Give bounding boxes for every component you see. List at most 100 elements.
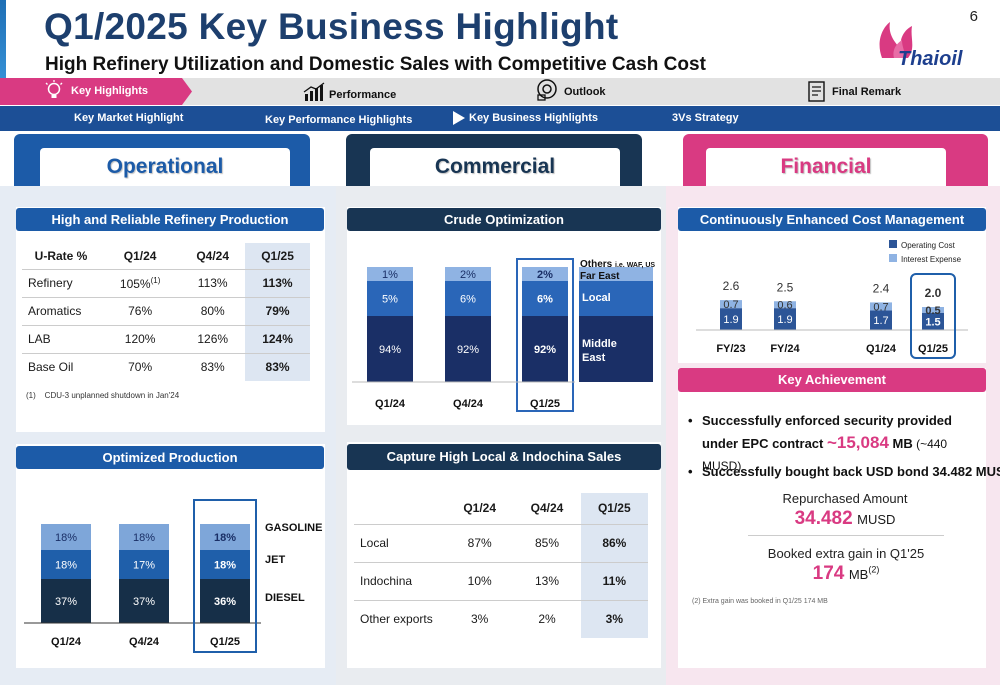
legend-bar-middle-east [579,316,653,382]
page-title: Q1/2025 Key Business Highlight [44,6,619,47]
cost-bar-interest [922,307,944,313]
cost-data-label-interest: 0.7 [723,299,738,311]
row-value: 13% [534,574,559,588]
tab-operational: Operational [40,148,290,186]
epc-unit: MB [888,436,913,451]
legend-diesel: DIESEL [265,592,305,604]
crude-data-label: 6% [537,294,553,306]
table-row: Indochina 10% 13% 11% [354,562,648,600]
row-value: 83% [200,360,225,375]
refinery-footnote: (1) CDU-3 unplanned shutdown in Jan'24 [26,391,179,400]
cost-bar-interest [774,301,796,309]
bar-chart-icon [303,82,325,101]
production-bar-diesel [119,579,169,623]
row-value-highlight: 86% [580,524,648,562]
highlight-box-q1-25 [193,499,257,653]
cost-data-label-operating: 1.9 [723,314,738,326]
table-row: Local 87% 85% 86% [354,524,648,562]
production-data-label: 18% [133,532,155,544]
legend-others-note: i.e. WAF, US [615,262,656,269]
row-value: 120% [124,332,156,346]
row-value-highlight: 11% [580,562,648,600]
row-value: 85% [534,536,559,550]
crude-bar-local [522,281,568,316]
crude-data-label: 2% [537,269,553,281]
cost-bar-operating [870,310,892,330]
row-value-highlight: 3% [580,600,648,638]
crude-data-label: 92% [534,344,556,356]
achievement-bullet-2: • Successfully bought back USD bond 34.4… [688,464,1000,479]
crude-data-label: 6% [460,294,476,306]
row-name: Aromatics [28,304,82,318]
cost-data-label-interest: 0.7 [873,301,888,313]
binoculars-icon [537,79,557,101]
cost-x-tick-label: Q1/24 [866,343,897,355]
footnote-text: CDU-3 unplanned shutdown in Jan'24 [44,391,180,400]
nav-outlook[interactable]: Outlook [564,86,606,98]
main-nav-active-tab[interactable] [0,78,192,105]
table-row: LAB 120% 126% 124% [22,325,310,353]
sales-table: Q1/24 Q4/24 Q1/25 Local 87% 85% 86% Indo… [354,493,648,638]
row-name: LAB [28,332,51,346]
cost-x-tick-label: Q1/25 [918,343,948,355]
row-value-highlight: 124% [245,325,310,353]
production-data-label: 37% [55,596,77,608]
legend-bar-local [579,281,653,316]
repurchased-unit: MUSD [857,512,896,527]
epc-amount: ~15,084 [826,433,889,452]
repurchased-label: Repurchased Amount [782,491,908,506]
subnav-key-business-highlights[interactable]: Key Business Highlights [469,112,598,124]
nav-final-remark[interactable]: Final Remark [832,86,902,98]
legend-item: Interest Expense [889,253,961,267]
subnav-key-performance-highlights[interactable]: Key Performance Highlights [265,114,413,126]
crude-data-label: 92% [457,344,479,356]
logo-text: Thaioil [898,48,963,70]
crude-bar-others-far-east [367,267,413,281]
crude-data-label: 1% [382,269,398,281]
table-row: Refinery 105%(1) 113% 113% [22,269,310,297]
legend-swatch [889,240,897,248]
achievement-footnote: (2) Extra gain was booked in Q1/25 174 M… [692,598,828,605]
production-section-title: Optimized Production [16,446,324,469]
crude-x-tick-label: Q4/24 [453,398,484,410]
gain-unit: MB [848,567,869,582]
subnav-key-market-highlight[interactable]: Key Market Highlight [74,112,184,124]
crude-section-title: Crude Optimization [347,208,661,231]
nav-performance[interactable]: Performance [329,89,397,101]
sales-header-q1-24: Q1/24 [463,501,497,516]
page-subtitle: High Refinery Utilization and Domestic S… [45,54,706,75]
crude-bar-middle-east [367,316,413,382]
production-bar-gasoline [41,524,91,550]
cost-legend: Operating Cost Interest Expense [889,239,961,267]
cost-chart: 1.9 0.7 2.6 FY/23 1.9 0.6 2.5 FY/24 1.7 0.7 2.4 Q1/… [696,273,968,359]
legend-others-fareast: Others i.e. WAF, US Far East [580,259,655,282]
nav-key-highlights[interactable]: Key Highlights [71,85,149,97]
production-data-label: 18% [55,532,77,544]
achievement-section-title: Key Achievement [678,368,986,392]
table-row: Aromatics 76% 80% 79% [22,297,310,325]
legend-item: Operating Cost [889,239,961,253]
crude-x-tick-label: Q1/24 [375,398,406,410]
table-row: Base Oil 70% 83% 83% [22,353,310,381]
highlight-box-q1-25 [910,273,956,359]
cost-x-tick-label: FY/24 [770,343,800,355]
cost-x-tick-label: FY/23 [716,343,745,355]
subnav-3vs-strategy[interactable]: 3Vs Strategy [672,112,739,124]
row-value-highlight: 79% [245,297,310,325]
footnote-ref: (2) [868,564,880,575]
bullet-2-text: Successfully bought back USD bond 34.482… [702,464,1000,479]
refinery-header-q1-25: Q1/25 [245,243,310,269]
production-data-label: 17% [133,560,155,572]
achievement-bullet-1: • Successfully enforced security provide… [688,413,952,473]
cost-data-label-interest: 0.6 [777,300,792,312]
sales-header-blank [354,493,446,524]
thaioil-logo: Thaioil [868,20,978,78]
cost-total-label: 2.4 [873,281,890,295]
legend-jet: JET [265,554,286,566]
legend-swatch [889,254,897,262]
tab-commercial: Commercial [370,148,620,186]
sales-header-q4-24: Q4/24 [530,501,564,516]
cost-card [678,207,986,363]
gain-label: Booked extra gain in Q1'25 [767,546,925,561]
crude-data-label: 2% [460,269,476,281]
